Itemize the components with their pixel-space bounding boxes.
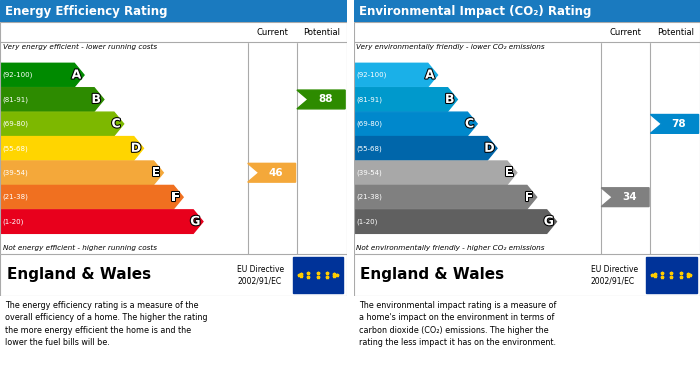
Polygon shape [354, 136, 497, 160]
Polygon shape [0, 112, 124, 136]
Text: The environmental impact rating is a measure of
a home's impact on the environme: The environmental impact rating is a mea… [358, 301, 556, 347]
Text: 46: 46 [269, 168, 283, 178]
Polygon shape [0, 161, 163, 185]
Polygon shape [354, 88, 457, 111]
Text: Energy Efficiency Rating: Energy Efficiency Rating [5, 5, 168, 18]
Text: (1-20): (1-20) [356, 218, 377, 225]
Text: Very energy efficient - lower running costs: Very energy efficient - lower running co… [3, 43, 157, 50]
Text: England & Wales: England & Wales [360, 267, 505, 283]
Text: (55-68): (55-68) [356, 145, 382, 152]
Polygon shape [354, 161, 517, 185]
Text: (39-54): (39-54) [356, 170, 382, 176]
Text: (81-91): (81-91) [3, 96, 29, 103]
Text: England & Wales: England & Wales [7, 267, 151, 283]
Text: Environmental Impact (CO₂) Rating: Environmental Impact (CO₂) Rating [358, 5, 591, 18]
Text: The energy efficiency rating is a measure of the
overall efficiency of a home. T: The energy efficiency rating is a measur… [5, 301, 208, 347]
Text: Very environmentally friendly - lower CO₂ emissions: Very environmentally friendly - lower CO… [356, 43, 545, 50]
Polygon shape [0, 210, 203, 233]
Polygon shape [0, 63, 84, 87]
Text: E: E [505, 166, 513, 179]
Text: 88: 88 [318, 95, 332, 104]
Text: Current: Current [610, 28, 642, 37]
Text: B: B [445, 93, 454, 106]
Text: 78: 78 [671, 119, 686, 129]
Bar [354, 22, 700, 42]
Text: (81-91): (81-91) [356, 96, 382, 103]
Text: C: C [111, 117, 120, 130]
Polygon shape [601, 188, 649, 206]
Bar [0, 22, 346, 42]
Text: A: A [425, 68, 435, 82]
Polygon shape [297, 90, 345, 109]
Text: (39-54): (39-54) [3, 170, 29, 176]
Text: Potential: Potential [303, 28, 340, 37]
Text: A: A [71, 68, 81, 82]
Text: D: D [484, 142, 494, 155]
Text: (92-100): (92-100) [3, 72, 33, 78]
Text: E: E [151, 166, 160, 179]
Text: (21-38): (21-38) [356, 194, 382, 201]
Text: Not energy efficient - higher running costs: Not energy efficient - higher running co… [3, 245, 157, 251]
Text: (69-80): (69-80) [3, 121, 29, 127]
Text: Current: Current [256, 28, 288, 37]
Polygon shape [0, 136, 144, 160]
Polygon shape [248, 163, 295, 182]
Polygon shape [650, 115, 699, 133]
Text: (1-20): (1-20) [3, 218, 24, 225]
Text: B: B [92, 93, 101, 106]
Polygon shape [354, 63, 438, 87]
Text: C: C [465, 117, 474, 130]
Text: EU Directive
2002/91/EC: EU Directive 2002/91/EC [237, 265, 284, 285]
Text: (55-68): (55-68) [3, 145, 29, 152]
Text: F: F [525, 191, 533, 204]
Polygon shape [354, 185, 537, 209]
Text: G: G [544, 215, 554, 228]
Text: (21-38): (21-38) [3, 194, 29, 201]
Polygon shape [0, 88, 104, 111]
Bar [646, 257, 696, 292]
Bar [293, 257, 343, 292]
Text: (92-100): (92-100) [356, 72, 386, 78]
Text: G: G [190, 215, 200, 228]
Text: EU Directive
2002/91/EC: EU Directive 2002/91/EC [591, 265, 638, 285]
Text: Potential: Potential [657, 28, 694, 37]
Text: D: D [131, 142, 141, 155]
Text: (69-80): (69-80) [356, 121, 382, 127]
Text: 34: 34 [622, 192, 636, 202]
Polygon shape [354, 112, 477, 136]
Text: F: F [172, 191, 180, 204]
Polygon shape [0, 185, 183, 209]
Polygon shape [354, 210, 556, 233]
Text: Not environmentally friendly - higher CO₂ emissions: Not environmentally friendly - higher CO… [356, 245, 545, 251]
